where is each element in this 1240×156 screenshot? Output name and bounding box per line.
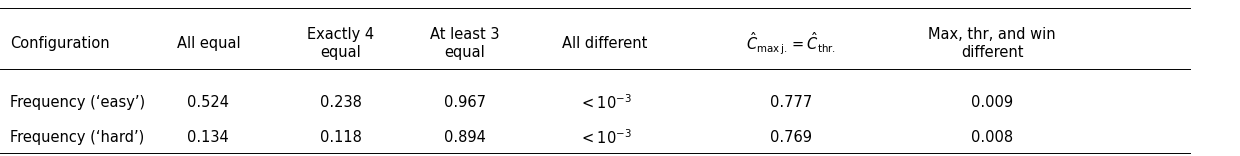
Text: 0.769: 0.769: [770, 130, 812, 145]
Text: 0.967: 0.967: [444, 95, 486, 110]
Text: 0.238: 0.238: [320, 95, 362, 110]
Text: Exactly 4
equal: Exactly 4 equal: [308, 27, 374, 60]
Text: All equal: All equal: [176, 36, 241, 51]
Text: 0.009: 0.009: [971, 95, 1013, 110]
Text: Max, thr, and win
different: Max, thr, and win different: [929, 27, 1055, 60]
Text: 0.008: 0.008: [971, 130, 1013, 145]
Text: $< 10^{-3}$: $< 10^{-3}$: [579, 128, 631, 147]
Text: 0.134: 0.134: [187, 130, 229, 145]
Text: 0.524: 0.524: [187, 95, 229, 110]
Text: At least 3
equal: At least 3 equal: [430, 27, 500, 60]
Text: Frequency (‘easy’): Frequency (‘easy’): [10, 95, 145, 110]
Text: 0.894: 0.894: [444, 130, 486, 145]
Text: $\hat{C}_{\mathsf{max\,j.}} = \hat{C}_{\mathsf{thr.}}$: $\hat{C}_{\mathsf{max\,j.}} = \hat{C}_{\…: [746, 30, 836, 57]
Text: Frequency (‘hard’): Frequency (‘hard’): [10, 130, 144, 145]
Text: $< 10^{-3}$: $< 10^{-3}$: [579, 94, 631, 112]
Text: 0.118: 0.118: [320, 130, 362, 145]
Text: All different: All different: [563, 36, 647, 51]
Text: 0.777: 0.777: [770, 95, 812, 110]
Text: Configuration: Configuration: [10, 36, 109, 51]
